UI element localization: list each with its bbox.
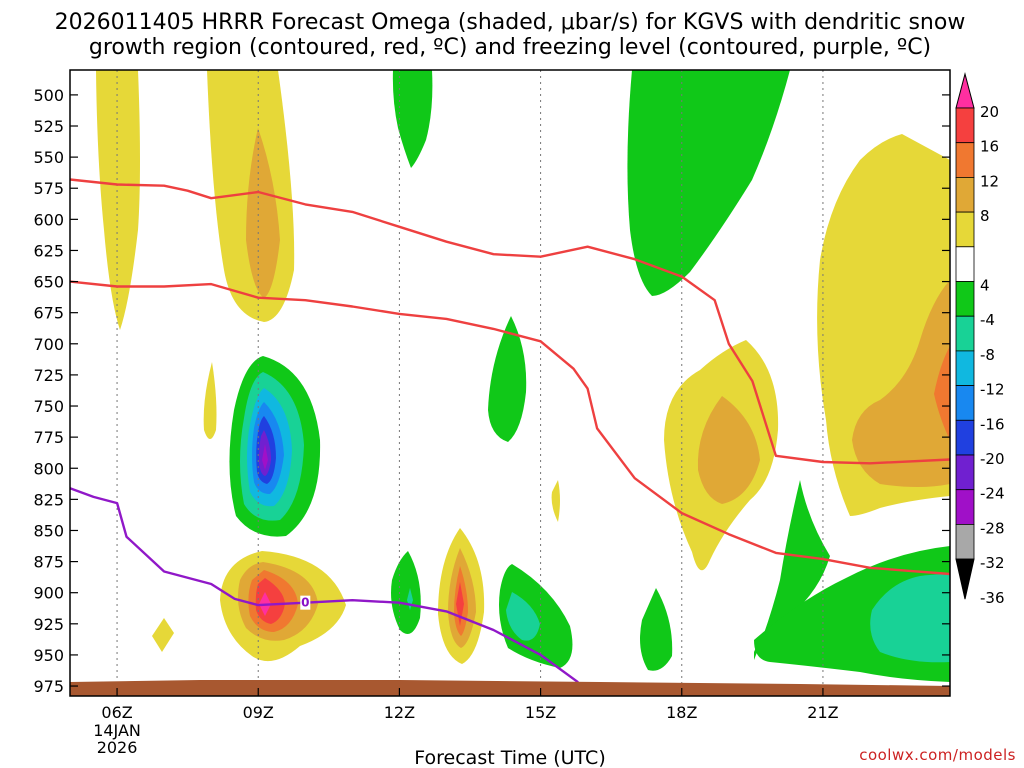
omega-region-ascent-14z-mid — [488, 316, 527, 442]
colorbar-band-m12_m8 — [955, 315, 975, 352]
omega-region-ascent-17z-upper — [627, 70, 790, 296]
omega-region-ascent-12z-lower — [391, 551, 421, 634]
x-tick-label-21Z: 21Z — [807, 703, 838, 722]
colorbar-bottom-arrow — [955, 558, 975, 600]
pressure-axis: 500 525 550 575 600 625 650 675 700 725 750 775 800 8… — [33, 86, 950, 696]
colorbar-band-m8_m4 — [955, 281, 975, 317]
omega-region-small-descent-15z — [551, 480, 560, 522]
y-tick-label-500: 500 — [33, 86, 64, 105]
credit-text: coolwx.com/models — [859, 746, 1016, 764]
omega-region-descent-22z-core — [934, 346, 950, 440]
colorbar-label--28: -28 — [980, 519, 1005, 537]
omega-region-ascent-20z — [754, 480, 830, 660]
omega-region-ascent-14z-lower-core — [506, 592, 540, 641]
omega-region-small-descent-07z — [152, 618, 174, 652]
colorbar-label--4: -4 — [980, 311, 995, 329]
colorbar-band-m16_m12 — [955, 350, 975, 386]
colorbar-label--16: -16 — [980, 415, 1005, 433]
y-tick-label-825: 825 — [33, 490, 64, 509]
x-tick-sublabel-14JAN: 14JAN — [93, 721, 141, 740]
colorbar-label--12: -12 — [980, 381, 1005, 399]
x-tick-label-06Z: 06Z — [101, 703, 132, 722]
colorbar-band-m32_m28 — [955, 489, 975, 525]
y-tick-label-575: 575 — [33, 179, 64, 198]
plot-frame — [69, 69, 951, 697]
colorbar-label-20: 20 — [980, 103, 999, 121]
omega-region-descent-09z-lower-l4 — [255, 578, 285, 624]
y-tick-label-525: 525 — [33, 117, 64, 136]
y-tick-label-850: 850 — [33, 521, 64, 540]
colorbar-label--36: -36 — [980, 589, 1005, 607]
colorbar-label-4: 4 — [980, 277, 990, 295]
omega-region-ascent-09z-core — [262, 444, 268, 470]
colorbar-band-m24_m20 — [955, 419, 975, 456]
y-tick-label-925: 925 — [33, 615, 64, 634]
colorbar-label-8: 8 — [980, 207, 990, 225]
colorbar-label--20: -20 — [980, 450, 1005, 468]
omega-region-descent-22z-l2 — [852, 280, 950, 487]
x-tick-label-15Z: 15Z — [525, 703, 556, 722]
colorbar-band-m36_m32 — [955, 524, 975, 560]
x-tick-sublabel-2026: 2026 — [97, 738, 138, 757]
chart-title-line-1: 2026011405 HRRR Forecast Omega (shaded, … — [55, 10, 966, 35]
dgz-contour-upper — [70, 178, 950, 465]
colorbar-label--24: -24 — [980, 485, 1005, 503]
y-tick-label-750: 750 — [33, 397, 64, 416]
colorbar-label-16: 16 — [980, 138, 999, 156]
colorbar-band-m28_m24 — [955, 454, 975, 491]
freezing-level-contour — [70, 487, 579, 684]
colorbar-label-12: 12 — [980, 172, 999, 190]
y-tick-label-675: 675 — [33, 304, 64, 323]
colorbar-label--8: -8 — [980, 346, 995, 364]
omega-region-descent-06z — [96, 70, 140, 330]
x-tick-label-09Z: 09Z — [243, 703, 274, 722]
y-tick-label-700: 700 — [33, 335, 64, 354]
omega-region-ascent-22z-lower-core — [870, 574, 950, 663]
colorbar-top-arrow — [955, 72, 975, 109]
y-tick-label-950: 950 — [33, 646, 64, 665]
y-tick-label-775: 775 — [33, 428, 64, 447]
dgz-contours — [70, 178, 950, 576]
dgz-contour-lower — [70, 280, 950, 576]
y-tick-label-725: 725 — [33, 366, 64, 385]
omega-region-descent-09z-upper-core — [246, 128, 280, 298]
omega-region-small-descent-08z — [203, 362, 217, 439]
freezing-level-label-bg — [300, 595, 311, 610]
y-tick-label-975: 975 — [33, 677, 64, 696]
colorbar-band-8_12 — [955, 176, 975, 213]
y-tick-label-800: 800 — [33, 459, 64, 478]
x-tick-label-18Z: 18Z — [666, 703, 697, 722]
x-axis-label: Forecast Time (UTC) — [414, 747, 605, 768]
omega-region-ascent-17z — [640, 588, 673, 671]
x-tick-label-12Z: 12Z — [384, 703, 415, 722]
terrain-fill — [70, 680, 950, 696]
colorbar-band-12_16 — [955, 142, 975, 178]
colorbar-band-16_20 — [955, 107, 975, 144]
chart-title-line-2: growth region (contoured, red, ºC) and f… — [89, 35, 931, 60]
y-tick-label-625: 625 — [33, 241, 64, 260]
colorbar-band-m20_m16 — [955, 385, 975, 421]
y-tick-label-600: 600 — [33, 210, 64, 229]
freezing-level: 0 — [70, 487, 579, 684]
colorbar-label--32: -32 — [980, 554, 1005, 572]
freezing-level-label: 0 — [301, 596, 309, 610]
omega-region-descent-18z-core — [697, 396, 760, 504]
colorbar-band-4_8 — [955, 211, 975, 248]
vertical-grid — [116, 70, 824, 696]
y-tick-label-875: 875 — [33, 553, 64, 572]
y-tick-label-900: 900 — [33, 584, 64, 603]
colorbar-band-m4_4 — [955, 246, 975, 282]
y-tick-label-650: 650 — [33, 273, 64, 292]
omega-region-ascent-12z-upper — [392, 70, 433, 168]
y-tick-label-550: 550 — [33, 148, 64, 167]
omega-colorbar: 20 16 12 8 4 -4 -8 -12 -16 -20 -24 -28 -32 -36 — [955, 72, 1005, 607]
